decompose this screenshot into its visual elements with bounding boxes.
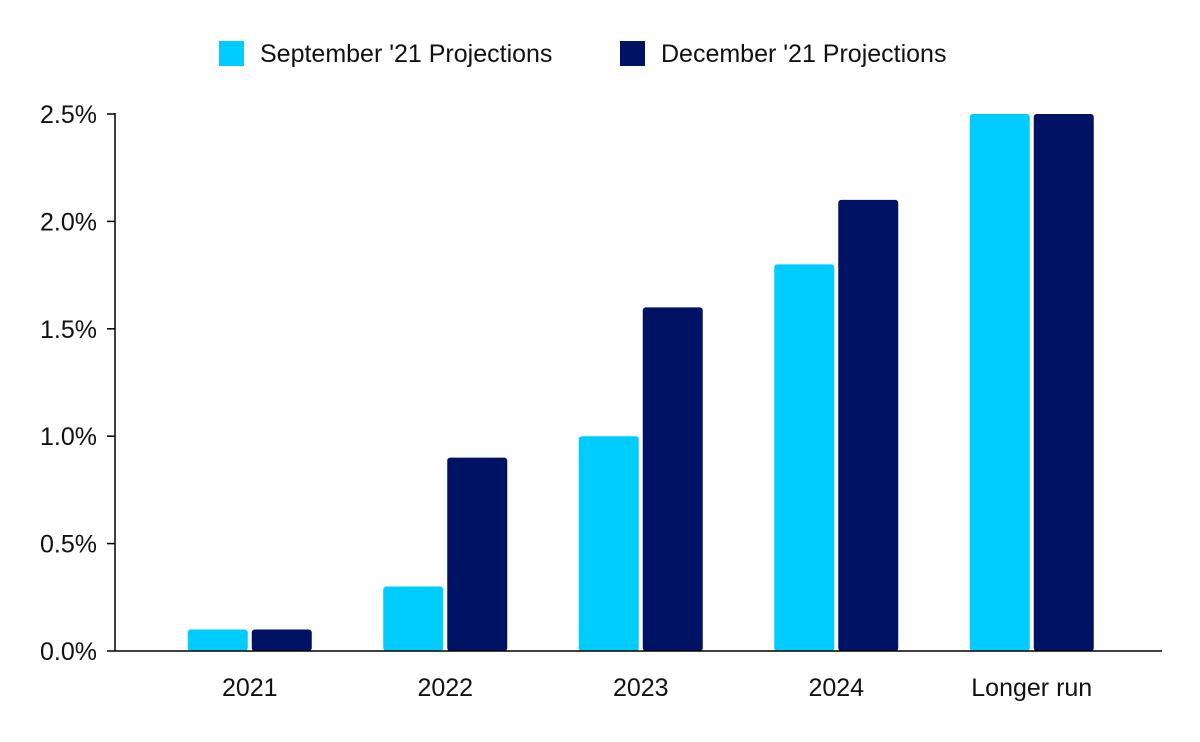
bar (447, 457, 508, 651)
bar (578, 436, 639, 651)
x-tick-label: 2022 (417, 674, 473, 702)
legend-swatch (620, 41, 645, 66)
bar (187, 629, 248, 651)
x-axis: 2021 2022 2023 2024 Longer run (115, 650, 1162, 702)
y-tick-label: 2.0% (40, 208, 97, 236)
x-tick-label: Longer run (971, 674, 1092, 702)
x-tick-label: 2023 (613, 674, 669, 702)
bar (642, 307, 703, 651)
y-tick-label: 2.5% (40, 101, 97, 129)
y-tick-label: 0.0% (40, 638, 97, 666)
x-tick-label: 2024 (808, 674, 864, 702)
bar (838, 199, 899, 652)
bars (187, 114, 1094, 652)
legend-swatch (219, 41, 244, 66)
y-tick-label: 0.5% (40, 531, 97, 559)
y-tick-label: 1.5% (40, 316, 97, 344)
bar (1033, 114, 1094, 651)
bar (969, 114, 1030, 651)
legend-label: September '21 Projections (260, 40, 552, 68)
bar (251, 629, 312, 651)
bar (383, 586, 444, 651)
legend: September '21 Projections December '21 Pr… (219, 40, 946, 68)
y-axis: 0.0% 0.5% 1.0% 1.5% 2.0% 2.5% (40, 101, 116, 666)
bar (774, 264, 835, 651)
x-tick-label: 2021 (222, 674, 278, 702)
legend-label: December '21 Projections (661, 40, 946, 68)
y-tick-label: 1.0% (40, 423, 97, 451)
